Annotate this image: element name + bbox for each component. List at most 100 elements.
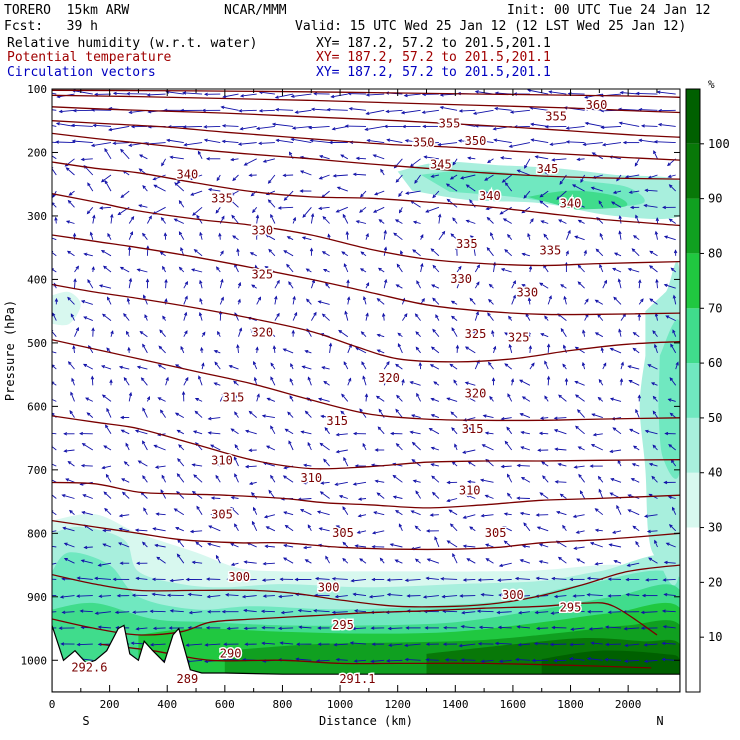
circulation-vector [663,560,676,565]
circulation-vector [530,122,549,127]
circulation-vector [539,416,549,420]
circulation-vector [372,206,385,213]
isentrope-360 [52,94,680,114]
colorbar-swatch [686,363,700,418]
circulation-vector [347,343,352,354]
circulation-vector [377,267,385,273]
colorbar-tick-label: 80 [708,246,722,260]
isentrope-350 [52,120,680,161]
circulation-vector [544,245,549,256]
circulation-vector [80,300,93,305]
circulation-vector [330,93,348,99]
circulation-vector [262,158,276,163]
circulation-vector [672,294,677,305]
circulation-vector [52,432,57,435]
circulation-vector [667,495,676,500]
circulation-vector [272,345,277,353]
circulation-vector [123,376,130,386]
circulation-vector [539,200,549,208]
circulation-vector [645,578,658,582]
circulation-vector [374,479,385,483]
circulation-vector [432,264,440,273]
circulation-vector [52,562,57,565]
circulation-vector [185,643,203,647]
circulation-vector [459,594,476,598]
circulation-vector [187,592,203,597]
circulation-vector [296,642,312,646]
circulation-vector [431,284,440,289]
circulation-vector [191,463,203,467]
isentrope-320 [52,339,680,422]
circulation-vector [364,393,369,402]
circulation-vector [299,189,312,193]
circulation-vector [628,190,640,194]
circulation-vector [105,473,112,483]
contour-label: 325 [465,327,487,341]
circulation-vector [550,611,567,615]
isentrope-300 [52,564,680,608]
circulation-vector [321,190,330,199]
y-tick-label: 500 [27,337,47,350]
circulation-vector [449,363,458,370]
circulation-vector [79,609,93,613]
circulation-vector [230,543,239,548]
circulation-vector [640,124,658,128]
circulation-vector [52,141,57,144]
circulation-vector [210,512,221,517]
circulation-vector [619,90,640,95]
circulation-vector [365,93,385,97]
circulation-vector [244,464,257,469]
circulation-vector [372,154,385,160]
circulation-vector [245,429,257,435]
y-tick-label: 400 [27,273,47,286]
circulation-vector [506,492,513,499]
circulation-vector [191,560,203,565]
circulation-vector [366,138,385,144]
circulation-vector [395,510,403,516]
circulation-vector [261,641,275,645]
circulation-vector [198,311,203,321]
contour-label: 360 [586,98,608,112]
circulation-vector [71,139,93,144]
plot-frame [51,88,681,693]
circulation-vector [180,345,185,354]
circulation-vector [549,142,567,146]
circulation-vector [248,410,257,418]
circulation-vector [203,138,221,144]
circulation-vector [504,363,512,370]
circulation-vector [589,464,603,468]
circulation-vector [486,246,494,257]
circulation-vector [637,394,642,402]
circulation-vector [307,376,312,386]
circulation-vector [221,609,239,614]
circulation-vector [433,381,440,386]
circulation-vector [326,107,348,112]
circulation-vector [361,361,367,370]
contour-label: 292.6 [71,661,107,675]
circulation-vector [643,659,658,663]
x-axis-label: Distance (km) [319,714,413,728]
circulation-vector [304,410,312,418]
circulation-vector [431,475,440,483]
circulation-vector [274,93,294,99]
isentrope-315 [52,415,680,470]
circulation-vector [574,235,585,241]
circulation-vector [544,315,549,321]
circulation-vector [632,347,640,354]
circulation-vector [612,530,622,534]
circulation-vector [551,625,567,630]
colorbar-tick-label: 10 [708,630,722,644]
circulation-vector [521,284,531,289]
circulation-vector [98,594,112,598]
contour-label: 340 [177,168,199,182]
circulation-vector [612,190,622,194]
circulation-vector [449,523,458,532]
circulation-vector [92,214,96,224]
valid-time: Valid: 15 UTC Wed 25 Jan 12 (12 LST Wed … [295,19,687,34]
circulation-vector [182,91,203,95]
circulation-vector [169,578,184,583]
circulation-vector [643,203,658,208]
circulation-vector [485,543,494,548]
contour-label: 330 [450,272,472,286]
circulation-vector [279,577,294,581]
